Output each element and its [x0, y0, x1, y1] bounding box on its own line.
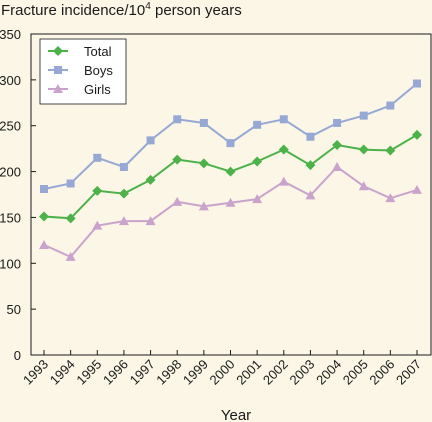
x-tick-label: 1994 — [47, 357, 78, 388]
series-boys-point — [306, 132, 315, 141]
x-tick-label: 2003 — [286, 357, 317, 388]
y-axis: 0 50 100 150 200 250 300 350 — [0, 27, 36, 363]
series-girls-point — [92, 220, 103, 230]
series-total-point — [278, 144, 289, 155]
legend-box — [39, 38, 127, 105]
series-total-point — [65, 213, 76, 224]
x-tick-label: 1999 — [180, 357, 211, 388]
chart-title: Fracture incidence/104 person years — [1, 1, 242, 19]
series-girls — [39, 161, 422, 261]
y-tick-label: 200 — [0, 165, 21, 180]
series-boys-point — [146, 136, 155, 145]
y-tick-label: 250 — [0, 119, 21, 134]
legend-marker-total — [53, 46, 63, 56]
y-tick-label: 300 — [0, 73, 21, 88]
series-girls-point — [305, 190, 316, 200]
legend-label-total: Total — [84, 44, 112, 59]
series-girls-point — [172, 196, 183, 206]
series-total-point — [412, 129, 422, 140]
legend-marker-girls — [53, 84, 63, 93]
series-girls-point — [39, 239, 49, 249]
series-total-point — [39, 211, 49, 222]
series-boys-point — [253, 120, 262, 129]
series-total-point — [252, 156, 263, 167]
series-boys — [40, 79, 421, 193]
series-girls-point — [278, 176, 289, 186]
x-tick-label: 1996 — [100, 357, 131, 388]
x-axis: 1993199419951996199719981999200020012002… — [20, 350, 424, 388]
x-tick-label: 2001 — [233, 357, 264, 388]
series-boys-point — [173, 115, 182, 124]
legend-item-girls: Girls — [48, 82, 111, 97]
series-girls-point — [252, 194, 263, 204]
y-tick-label: 100 — [0, 256, 21, 271]
x-tick-label: 2002 — [260, 357, 291, 388]
series-boys-point — [66, 179, 75, 188]
y-tick-label: 50 — [7, 302, 21, 317]
x-tick-label: 2005 — [340, 357, 371, 388]
series-girls-point — [145, 216, 156, 226]
series-boys-point — [333, 118, 342, 127]
series-total-point — [225, 166, 236, 177]
series-boys-point — [199, 118, 208, 127]
series-boys-point — [119, 162, 128, 171]
x-tick-label: 1995 — [73, 357, 104, 388]
series-boys-point — [413, 79, 421, 88]
legend-label-boys: Boys — [84, 63, 113, 78]
series-boys-point — [386, 101, 395, 110]
series-total-point — [385, 145, 396, 156]
series-girls-point — [412, 184, 422, 194]
series-boys-point — [226, 139, 235, 148]
x-tick-label: 2006 — [366, 357, 397, 388]
series-boys-point — [359, 111, 368, 120]
x-tick-label: 1993 — [20, 357, 51, 388]
title-superscript: 4 — [145, 1, 151, 12]
series-total-point — [332, 139, 343, 150]
legend-label-girls: Girls — [84, 82, 111, 97]
x-tick-label: 1998 — [153, 357, 184, 388]
x-axis-title: Year — [221, 407, 251, 422]
y-tick-label: 350 — [0, 27, 21, 42]
x-tick-label: 2007 — [393, 357, 424, 388]
series-boys-point — [279, 115, 288, 124]
series-girls-point — [118, 216, 129, 226]
series-girls-point — [198, 201, 209, 211]
series-total-point — [145, 174, 156, 185]
series-total-point — [92, 185, 103, 196]
series-girls-point — [65, 251, 76, 261]
series-total-point — [358, 144, 369, 155]
series-total-point — [198, 158, 209, 169]
x-tick-label: 2000 — [207, 357, 238, 388]
series-girls-point — [385, 193, 396, 203]
legend-marker-boys — [54, 66, 62, 74]
series-girls-point — [332, 161, 343, 171]
legend-item-total: Total — [48, 44, 112, 59]
series-total-point — [118, 188, 129, 199]
x-tick-label: 2004 — [313, 357, 344, 388]
legend-item-boys: Boys — [48, 63, 113, 78]
series-girls-point — [358, 181, 369, 191]
x-tick-label: 1997 — [127, 357, 158, 388]
series-total-point — [305, 160, 316, 171]
series-boys-point — [40, 184, 48, 193]
series-total-point — [172, 154, 183, 165]
legend: Total Boys Girls — [39, 38, 127, 105]
series-boys-point — [93, 153, 102, 162]
series-girls-point — [225, 197, 236, 207]
y-tick-label: 0 — [14, 348, 21, 363]
y-tick-label: 150 — [0, 210, 21, 225]
series-layer — [39, 79, 422, 261]
series-total — [39, 129, 422, 224]
